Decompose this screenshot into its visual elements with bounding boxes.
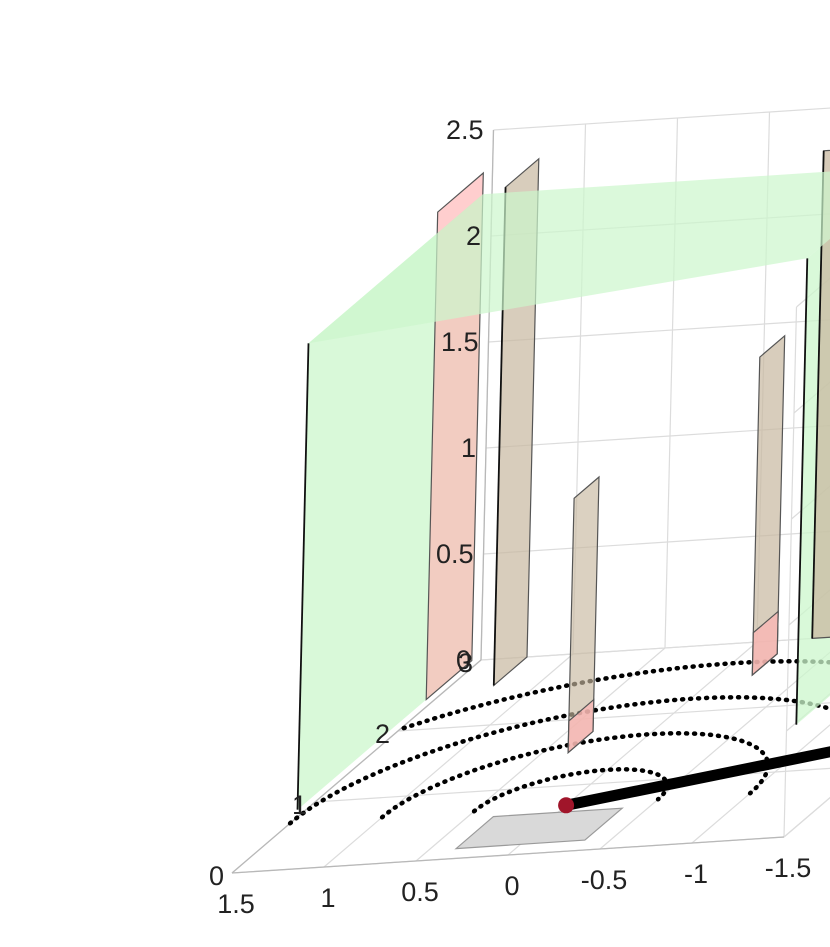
y-tick-label: 1	[292, 790, 307, 820]
robot-point	[558, 797, 575, 814]
floor-grid-line	[397, 702, 830, 732]
floor-grid-line	[599, 651, 830, 850]
z-tick-label: 0	[456, 645, 471, 675]
robot-arm-segment	[565, 746, 830, 811]
z-tick-label: 2	[466, 221, 481, 251]
x-tick-label: 0.5	[401, 877, 439, 907]
reach-ring-3	[287, 695, 830, 826]
wall-edge-line	[296, 343, 310, 810]
floor-grid-line	[323, 653, 574, 868]
x-tick-label: -1	[684, 859, 708, 889]
obstacle-middle-red	[567, 698, 595, 755]
z-tick-label: 2.5	[446, 115, 484, 145]
obstacle-right-red	[751, 610, 779, 677]
wall-edge-line	[795, 258, 809, 725]
robot-base-square	[454, 807, 624, 850]
y-tick-label: 0	[209, 861, 224, 891]
tick-labels: 0 0.5 1 1.5 2 2.5 0 1 2 3 1.5 1 0.5 0 -0.5 -1 -1.5	[209, 115, 811, 919]
reach-ring-4	[401, 659, 830, 731]
y-tick-label: 3	[458, 648, 473, 678]
z-tick-label: 1	[461, 433, 476, 463]
back-wall-grid-line	[493, 107, 830, 131]
side-wall-grid-line	[783, 306, 798, 838]
floor-grid-line	[314, 767, 830, 803]
axis-edge-y	[231, 659, 482, 874]
z-tick-label: 0.5	[436, 539, 474, 569]
axis-edge-x	[231, 836, 785, 874]
top-layer	[308, 171, 830, 814]
side-wall-grid-line	[783, 796, 830, 838]
x-tick-label: 1	[320, 883, 335, 913]
floor-grid-line	[415, 647, 666, 862]
back-wall-grid-line	[488, 319, 830, 343]
reach-ring-1	[471, 767, 670, 814]
x-tick-label: 1.5	[217, 889, 255, 919]
y-tick-label: 2	[375, 719, 390, 749]
corridor-top	[308, 171, 830, 344]
floor-grid-line	[691, 724, 830, 844]
z-tick-label: 1.5	[441, 327, 479, 357]
x-tick-label: 0	[504, 871, 519, 901]
x-tick-label: -0.5	[581, 865, 628, 895]
x-tick-label: -1.5	[765, 853, 812, 883]
